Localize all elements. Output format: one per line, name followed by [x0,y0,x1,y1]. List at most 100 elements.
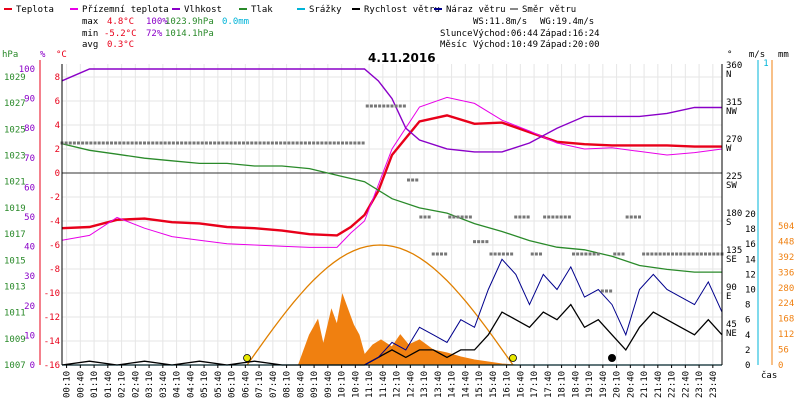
temperature-tick: -12 [44,313,60,323]
wind-direction-point [679,252,683,256]
axes: hPa% °C ° m/s mm1029102710251023102110191017… [2,50,794,371]
wind-direction-point [138,141,142,145]
humidity-tick: 100 [19,65,35,75]
wind-direction-point [596,252,600,256]
wind-direction-point [233,141,237,145]
x-tick-label: 08:40 [296,371,306,398]
wind-direction-point [625,215,629,219]
wind-direction-point [180,141,184,145]
wind-direction-point [456,215,460,219]
wind-direction-point [699,252,703,256]
wind-direction-point [204,141,208,145]
direction-tick-label: SE [726,255,737,265]
wind-direction-point [349,141,353,145]
wind-direction-point [452,215,456,219]
temperature-tick: 6 [55,97,60,107]
wind-direction-point [229,141,233,145]
temperature-tick: -6 [49,241,60,251]
wind-direction-point [332,141,336,145]
wind-direction-point [563,215,567,219]
x-tick-label: 03:40 [159,371,169,398]
x-tick-label: 18:10 [558,371,568,398]
info-moon-rise: Východ:10:49 [473,40,538,50]
direction-tick-label: E [726,292,731,302]
wind-speed-tick: 16 [745,240,756,250]
legend-label: Tlak [251,5,273,15]
pressure-tick: 1017 [4,230,26,240]
wind-direction-point [68,141,72,145]
pressure-tick: 1019 [4,204,26,214]
pressure-tick: 1029 [4,73,26,83]
temperature-tick: -2 [49,193,60,203]
direction-tick: 180 [726,209,742,219]
wind-direction-point [295,141,299,145]
x-tick-label: 17:10 [530,371,540,398]
wind-direction-point [419,215,423,219]
pressure-tick: 1021 [4,178,26,188]
wind-direction-point [369,104,373,108]
wind-direction-point [101,141,105,145]
wind-speed-tick: 10 [745,286,756,296]
rain-unit: mm [778,50,789,60]
sunrise-marker [243,354,251,362]
wind-direction-point [386,104,390,108]
wind-direction-point [328,141,332,145]
legend-label: Náraz větru [446,5,506,15]
wind-direction-point [431,252,435,256]
x-tick-label: 10:40 [351,371,361,398]
x-tick-label: 03:10 [145,371,155,398]
x-tick-label: 00:10 [63,371,73,398]
wind-direction-point [402,104,406,108]
wind-direction-point [530,252,534,256]
wind-direction-point [539,252,542,256]
x-tick-label: 11:10 [365,371,375,398]
wind-direction-point [390,104,394,108]
wind-direction-point [258,141,262,145]
wind-direction-point [481,240,485,244]
wind-direction-point [336,141,340,145]
wind-direction-point [114,141,118,145]
temperature-tick: 0 [55,169,60,179]
wind-direction-point [435,252,439,256]
stats-max-hum: 100% [146,17,168,27]
series-vlhkost [61,68,722,153]
pressure-tick: 1027 [4,99,26,109]
wind-direction-point [522,215,526,219]
series-p-zemn-teplota [61,96,723,248]
x-tick-label: 02:40 [131,371,141,398]
wind-direction-point [588,252,592,256]
wind-direction-point [213,141,217,145]
stats-avg-temp: 0.3°C [107,40,134,50]
direction-tick-label: NE [726,329,737,339]
x-tick-label: 15:40 [489,371,499,398]
x-tick-label: 16:40 [516,371,526,398]
wind-direction-point [316,141,320,145]
wind-direction-point [671,252,674,256]
rain-tick: 0 [778,361,783,371]
x-tick-label: 09:10 [310,371,320,398]
moonset-marker [608,354,616,362]
temperature-tick: 4 [55,121,60,131]
x-tick-label: 13:40 [434,371,444,398]
wind-direction-point [188,141,192,145]
direction-tick: 360 [726,61,742,71]
wind-direction-point [464,215,468,219]
direction-tick: 270 [726,135,742,145]
rain-tick: 504 [778,222,794,232]
wind-direction-point [365,104,369,108]
x-tick-label: 21:40 [654,371,664,398]
wind-direction-point [460,215,464,219]
stats-max-temp: 4.8°C [107,17,134,27]
x-tick-label: 07:40 [269,371,279,398]
wind-direction-point [299,141,303,145]
wind-direction-point [473,240,476,244]
wind-speed-tick: 6 [745,316,750,326]
radiation-area [297,293,516,366]
wind-direction-point [572,252,575,256]
wind-direction-point [584,252,588,256]
wind-direction-point [155,141,159,145]
wind-direction-point [200,141,204,145]
wind-direction-point [394,104,398,108]
humidity-tick: 40 [24,243,35,253]
wind-direction-point [221,141,225,145]
